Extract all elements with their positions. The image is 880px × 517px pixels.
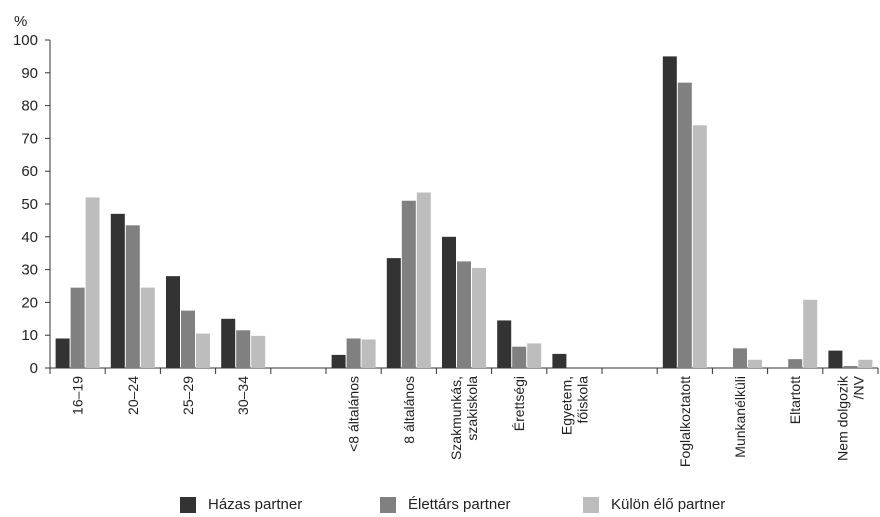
legend: Házas partner Élettárs partner Külön élő… [0, 496, 880, 516]
y-tick-label: 30 [21, 262, 38, 279]
x-tick-label: Egyetem, főiskola [558, 376, 590, 435]
y-tick-label: 60 [21, 163, 38, 180]
bar [416, 192, 431, 368]
x-tick-label: Érettségi [511, 376, 527, 431]
y-tick-label: 10 [21, 327, 38, 344]
x-tick-label-line: Egyetem, [558, 376, 574, 435]
x-tick-label: 8 általános [401, 376, 417, 444]
x-tick-label-line: 20–24 [125, 376, 141, 415]
legend-label-elettars: Élettárs partner [408, 496, 511, 513]
x-tick-label: Szakmunkás, szakiskola [448, 376, 480, 460]
bar [346, 338, 361, 368]
bar [386, 258, 401, 368]
bar [552, 353, 567, 368]
x-axis: 16–19 20–24 25–29 30–34 <8 általános 8 általá… [49, 367, 879, 467]
bar [85, 197, 100, 368]
x-tick-label-line: Foglalkoztatott [677, 376, 693, 467]
bar [828, 350, 843, 368]
bar [140, 287, 155, 368]
bar [251, 335, 266, 368]
x-tick-label: 25–29 [180, 376, 196, 415]
x-tick-label-line: 25–29 [180, 376, 196, 415]
x-tick-label: 30–34 [235, 376, 251, 415]
bar [512, 346, 527, 368]
x-tick-label: 16–19 [70, 376, 86, 415]
x-tick-label-line: 8 általános [401, 376, 417, 444]
bar [457, 261, 471, 368]
bar [331, 354, 346, 368]
y-tick-label: 0 [30, 360, 38, 377]
bar [125, 225, 140, 368]
legend-item-kulon-elo-partner: Külön élő partner [583, 496, 725, 513]
x-tick-label-line: főiskola [574, 376, 590, 424]
bar [472, 267, 486, 368]
y-tick-label: 100 [13, 32, 38, 49]
bar [442, 236, 456, 368]
legend-swatch-kulon [583, 496, 599, 513]
y-tick-label: 40 [21, 229, 38, 246]
y-tick-label: 80 [21, 98, 38, 115]
x-tick-label-line: Szakmunkás, [448, 376, 464, 460]
x-tick-label: Nem dolgozik/NV [834, 375, 866, 461]
bar [527, 343, 542, 368]
y-tick-label: 50 [21, 196, 38, 213]
x-tick-label: <8 általános [346, 376, 362, 452]
x-tick-label-line: szakiskola [464, 376, 480, 441]
bars [55, 56, 873, 369]
bar [55, 338, 70, 368]
x-tick-label-line: Érettségi [511, 376, 527, 431]
legend-item-elettars-partner: Élettárs partner [380, 496, 511, 513]
x-tick-label-line: Eltartott [787, 376, 803, 424]
bar [662, 56, 677, 369]
bar [748, 359, 762, 368]
y-axis-label: % [14, 13, 27, 30]
bar [361, 339, 376, 368]
bar [181, 310, 195, 368]
bar [196, 333, 210, 368]
bar [692, 125, 707, 368]
x-tick-label: Foglalkoztatott [677, 376, 693, 467]
bar [788, 359, 803, 368]
bar [110, 213, 125, 368]
x-tick-label-line: Nem dolgozik [834, 375, 850, 461]
x-tick-label-line: /NV [850, 375, 866, 399]
bar [858, 359, 873, 368]
x-tick-label: Munkanélküli [732, 376, 748, 458]
legend-label-kulon: Külön élő partner [611, 496, 726, 513]
bar [166, 276, 180, 368]
x-tick-label: Eltartott [787, 376, 803, 424]
bar [497, 320, 512, 368]
x-tick-label-line: <8 általános [346, 376, 362, 452]
bar [803, 299, 818, 368]
legend-swatch-elettars [380, 496, 396, 513]
y-tick-label: 90 [21, 65, 38, 82]
x-tick-label: 20–24 [125, 376, 141, 415]
bar [70, 287, 85, 368]
legend-swatch-hazas [180, 496, 196, 513]
y-tick-label: 70 [21, 130, 38, 147]
bar [236, 330, 251, 368]
x-tick-label-line: 30–34 [235, 376, 251, 415]
y-axis: % 0 10 20 30 40 50 60 70 80 90 100 [13, 13, 51, 377]
bar [733, 348, 747, 368]
bar [843, 366, 858, 368]
legend-label-hazas: Házas partner [208, 496, 303, 513]
bar [677, 82, 692, 368]
legend-item-hazas-partner: Házas partner [180, 496, 302, 513]
bar [221, 318, 236, 368]
x-tick-label-line: Munkanélküli [732, 376, 748, 458]
x-tick-label-line: 16–19 [70, 376, 86, 415]
y-tick-label: 20 [21, 294, 38, 311]
bar [401, 200, 416, 368]
